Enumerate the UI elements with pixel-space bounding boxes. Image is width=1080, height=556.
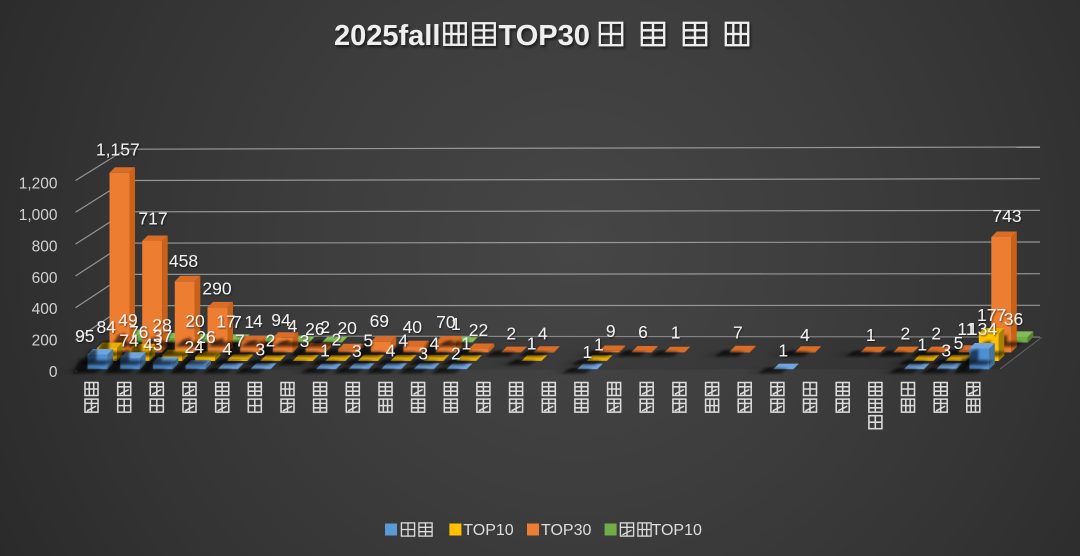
svg-text:2025fall: 2025fall [334, 20, 440, 52]
svg-text:74: 74 [119, 331, 139, 351]
svg-text:49: 49 [118, 310, 137, 330]
svg-text:1: 1 [527, 334, 537, 354]
svg-text:290: 290 [202, 279, 231, 299]
svg-text:3: 3 [941, 341, 951, 361]
svg-text:4: 4 [288, 316, 298, 336]
svg-text:1,000: 1,000 [19, 207, 58, 224]
svg-text:1: 1 [778, 341, 788, 361]
svg-text:134: 134 [968, 319, 997, 339]
svg-text:20: 20 [337, 318, 357, 338]
svg-text:1: 1 [244, 312, 254, 332]
svg-text:20: 20 [185, 311, 205, 331]
svg-text:3: 3 [352, 341, 362, 361]
svg-text:4: 4 [253, 311, 263, 331]
svg-text:76: 76 [129, 322, 148, 342]
svg-text:1: 1 [320, 340, 330, 360]
svg-text:TOP30: TOP30 [541, 522, 592, 539]
svg-text:3: 3 [255, 339, 265, 359]
svg-text:743: 743 [992, 206, 1021, 226]
svg-text:37: 37 [153, 326, 172, 346]
svg-text:28: 28 [152, 315, 171, 335]
svg-text:177: 177 [977, 305, 1006, 325]
svg-text:69: 69 [370, 311, 389, 331]
svg-text:4: 4 [398, 330, 408, 350]
svg-text:1: 1 [866, 325, 876, 345]
svg-text:2: 2 [332, 330, 342, 350]
svg-text:4: 4 [386, 340, 396, 360]
svg-text:600: 600 [32, 270, 58, 287]
svg-text:400: 400 [32, 301, 58, 318]
svg-text:1: 1 [671, 323, 681, 343]
svg-text:717: 717 [138, 209, 167, 229]
svg-text:1: 1 [461, 334, 471, 354]
svg-text:0: 0 [49, 364, 58, 381]
svg-text:26: 26 [305, 319, 324, 339]
svg-text:2: 2 [266, 331, 276, 351]
svg-text:94: 94 [271, 310, 291, 330]
svg-text:4: 4 [222, 339, 232, 359]
svg-text:2: 2 [320, 317, 330, 337]
svg-text:43: 43 [143, 335, 162, 355]
svg-text:458: 458 [169, 251, 198, 271]
svg-text:3: 3 [418, 344, 428, 364]
svg-text:800: 800 [32, 238, 58, 255]
svg-text:2: 2 [931, 324, 941, 344]
svg-text:4: 4 [538, 324, 548, 344]
svg-text:1: 1 [594, 334, 604, 354]
svg-text:4: 4 [800, 325, 810, 345]
svg-text:TOP10: TOP10 [463, 522, 514, 539]
svg-text:7: 7 [733, 323, 743, 343]
svg-text:6: 6 [638, 322, 648, 342]
svg-text:84: 84 [96, 317, 116, 337]
svg-text:11: 11 [957, 319, 975, 339]
svg-text:24: 24 [184, 337, 204, 357]
svg-text:200: 200 [32, 333, 58, 350]
svg-text:17: 17 [216, 312, 235, 332]
svg-text:9: 9 [606, 321, 616, 341]
svg-text:22: 22 [469, 320, 488, 340]
svg-text:40: 40 [403, 317, 423, 337]
svg-text:70: 70 [436, 312, 456, 332]
svg-text:1: 1 [583, 342, 593, 362]
svg-text:1,157: 1,157 [96, 140, 140, 160]
svg-text:5: 5 [363, 330, 373, 350]
svg-text:TOP10: TOP10 [652, 522, 703, 539]
svg-text:4: 4 [430, 334, 440, 354]
svg-text:2: 2 [506, 324, 516, 344]
svg-text:1,200: 1,200 [19, 176, 58, 193]
svg-text:2: 2 [451, 344, 461, 364]
svg-text:2: 2 [901, 324, 911, 344]
svg-text:3: 3 [300, 331, 310, 351]
svg-text:1: 1 [917, 334, 927, 354]
svg-text:7: 7 [232, 312, 242, 332]
svg-text:5: 5 [954, 333, 964, 353]
svg-text:1: 1 [451, 314, 461, 334]
svg-text:95: 95 [75, 326, 94, 346]
svg-text:26: 26 [196, 327, 215, 347]
svg-text:36: 36 [1004, 309, 1023, 329]
svg-text:7: 7 [235, 331, 245, 351]
svg-text:TOP30: TOP30 [499, 20, 590, 52]
